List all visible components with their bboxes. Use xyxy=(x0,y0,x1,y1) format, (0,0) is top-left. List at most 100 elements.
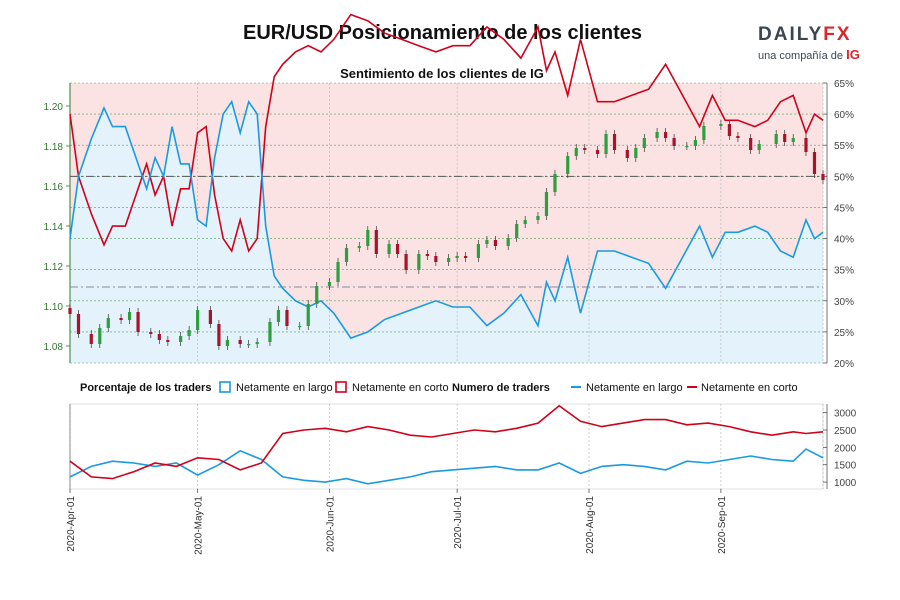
candle-body xyxy=(719,124,723,126)
price-candle xyxy=(544,188,549,220)
price-candle xyxy=(821,170,825,184)
candle-body xyxy=(702,126,706,140)
right-axis-tick-label: 35% xyxy=(834,266,854,277)
price-candle xyxy=(612,130,617,154)
candle-body xyxy=(506,238,510,246)
candle-body xyxy=(434,256,438,262)
left-axis-tick-label: 1.18 xyxy=(44,142,64,153)
candle-body xyxy=(485,240,489,244)
candle-body xyxy=(298,326,302,328)
price-candle xyxy=(247,340,251,348)
candle-body xyxy=(536,216,540,220)
x-axis-tick-label: 2020-Apr-01 xyxy=(66,496,77,552)
legend: Porcentaje de los traders Netamente en la… xyxy=(80,381,798,394)
bottom-right-axis-tick-label: 1000 xyxy=(834,478,857,489)
x-axis-tick-label: 2020-Jun-01 xyxy=(326,496,337,553)
price-candle xyxy=(149,328,153,338)
candle-body xyxy=(642,138,646,148)
price-candle xyxy=(642,134,646,152)
price-candle xyxy=(68,304,72,318)
candle-body xyxy=(327,282,332,286)
top-panel: Sentimiento de los clientes de IG 20% 25% 3… xyxy=(44,13,854,370)
candle-body xyxy=(89,334,93,344)
candle-body xyxy=(268,322,272,342)
candle-body xyxy=(417,254,421,270)
price-candle xyxy=(374,226,378,258)
x-axis-tick-label: 2020-Jul-01 xyxy=(453,496,464,549)
right-axis-tick-label: 50% xyxy=(834,172,854,183)
price-candle xyxy=(515,220,519,242)
price-candle xyxy=(702,122,706,144)
price-candle xyxy=(447,254,451,266)
price-candle xyxy=(663,128,668,142)
price-candle xyxy=(485,236,489,248)
bottom-right-axis-tick-label: 1500 xyxy=(834,461,857,472)
price-candle xyxy=(76,310,81,338)
candle-body xyxy=(625,150,629,158)
candle-body xyxy=(127,312,132,320)
price-candle xyxy=(395,240,400,258)
price-candle xyxy=(106,314,110,332)
price-candle xyxy=(417,250,421,274)
price-candle xyxy=(366,226,370,250)
candle-body xyxy=(655,132,659,138)
right-axis-tick-label: 20% xyxy=(834,359,854,370)
candle-body xyxy=(804,138,808,152)
legend-num-long-label: Netamente en largo xyxy=(586,382,683,394)
price-candle xyxy=(672,134,676,150)
price-candle xyxy=(225,336,230,350)
price-candle xyxy=(566,152,570,178)
price-candle xyxy=(464,252,468,262)
candle-body xyxy=(493,240,498,246)
legend-pct-short-label: Netamente en corto xyxy=(352,382,449,394)
candle-body xyxy=(285,310,289,326)
price-candle xyxy=(812,148,817,178)
price-candle xyxy=(476,240,481,262)
price-candle xyxy=(119,314,123,324)
price-candle xyxy=(604,130,608,158)
candle-body xyxy=(255,342,259,344)
right-axis-tick-label: 45% xyxy=(834,203,854,214)
candle-body xyxy=(196,310,200,330)
price-candle xyxy=(736,132,740,142)
price-candle xyxy=(255,338,259,348)
bottom-right-axis-tick-label: 2500 xyxy=(834,426,857,437)
candle-body xyxy=(663,132,668,138)
price-candle xyxy=(434,252,438,266)
price-candle xyxy=(727,120,732,140)
candle-body xyxy=(306,304,310,326)
traders-long-line xyxy=(69,448,824,485)
candle-body xyxy=(821,174,825,180)
candle-body xyxy=(612,134,617,150)
price-candle xyxy=(523,216,527,228)
price-candle xyxy=(196,306,200,334)
candle-body xyxy=(166,340,170,342)
x-axis-tick-label: 2020-Sep-01 xyxy=(717,496,728,554)
price-candle xyxy=(425,250,429,260)
candle-body xyxy=(515,224,519,238)
bottom-panel: 1000 1500 2000 2500 3000 2020-Apr-01 2020-May-… xyxy=(66,403,857,555)
price-candle xyxy=(306,300,310,330)
top-panel-title: Sentimiento de los clientes de IG xyxy=(340,66,544,81)
candle-body xyxy=(366,230,370,246)
price-candle xyxy=(238,336,242,348)
legend-num-title: Numero de traders xyxy=(452,382,550,394)
candle-body xyxy=(374,230,378,254)
price-candle xyxy=(208,306,212,328)
candle-body xyxy=(783,134,787,142)
candle-body xyxy=(791,138,795,142)
price-candle xyxy=(357,242,361,252)
right-axis-tick-label: 55% xyxy=(834,141,854,152)
price-candle xyxy=(506,234,510,250)
price-candle xyxy=(404,250,408,274)
candle-body xyxy=(693,140,697,146)
price-candle xyxy=(344,244,349,266)
candle-body xyxy=(574,148,578,156)
candle-body xyxy=(523,220,527,224)
right-axis-tick-label: 60% xyxy=(834,110,854,121)
candle-body xyxy=(187,330,191,336)
price-candle xyxy=(127,308,132,324)
candle-body xyxy=(464,256,468,258)
price-candle xyxy=(455,252,459,262)
